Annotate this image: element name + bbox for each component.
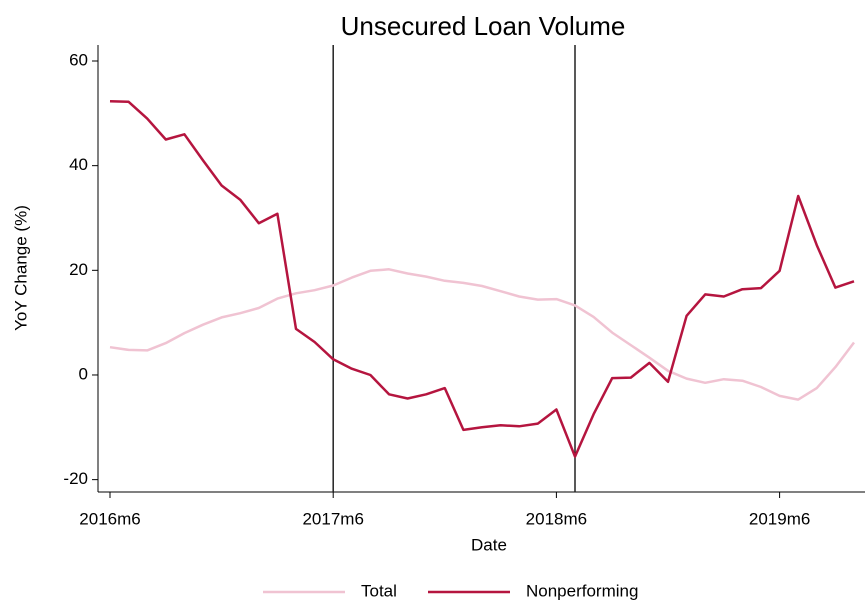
y-tick-label: -20 bbox=[63, 469, 88, 488]
x-tick-label: 2016m6 bbox=[79, 509, 140, 528]
y-tick-label: 40 bbox=[69, 155, 88, 174]
legend-label: Nonperforming bbox=[526, 581, 638, 600]
legend-label: Total bbox=[361, 581, 397, 600]
y-tick-label: 20 bbox=[69, 260, 88, 279]
series-line bbox=[109, 100, 855, 458]
x-tick-label: 2017m6 bbox=[302, 509, 363, 528]
x-tick-label: 2018m6 bbox=[526, 509, 587, 528]
y-tick-label: 60 bbox=[69, 50, 88, 69]
chart-title: Unsecured Loan Volume bbox=[341, 11, 626, 41]
x-tick-label: 2019m6 bbox=[749, 509, 810, 528]
x-axis-label: Date bbox=[471, 535, 507, 554]
series-line bbox=[109, 268, 855, 401]
y-tick-label: 0 bbox=[79, 364, 88, 383]
y-axis-label: YoY Change (%) bbox=[11, 205, 30, 331]
